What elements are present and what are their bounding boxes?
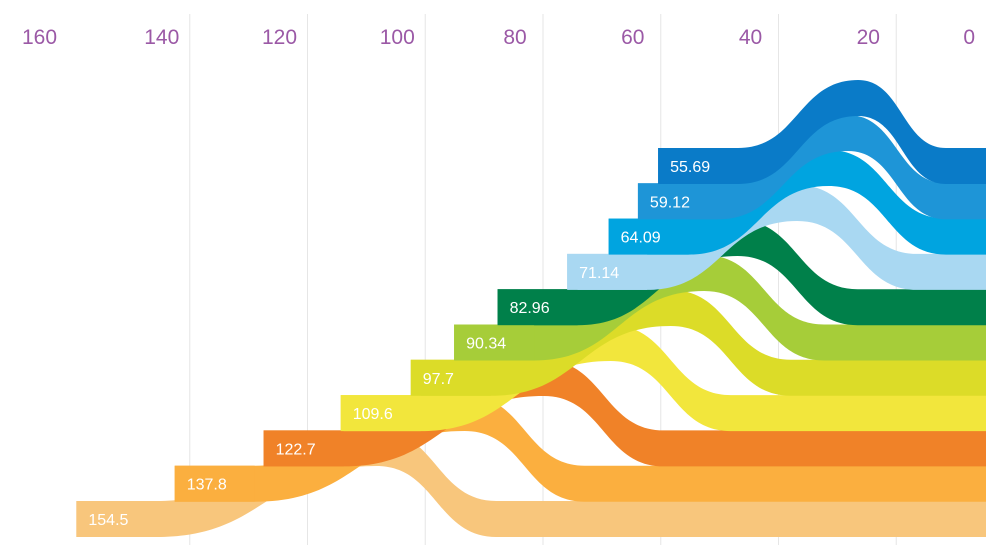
value-label-box (410, 359, 491, 396)
series-band (340, 325, 987, 432)
x-tick-label: 140 (144, 26, 179, 49)
x-axis-ticks: 160 140 120 100 80 60 40 20 0 (22, 26, 975, 49)
value-label: 122.7 (276, 441, 316, 458)
value-label: 59.12 (650, 194, 690, 211)
value-label: 82.96 (510, 300, 550, 317)
value-label: 64.09 (621, 230, 661, 247)
series-band (637, 115, 986, 220)
value-label: 90.34 (466, 336, 506, 353)
x-tick-label: 80 (503, 26, 526, 49)
value-label: 55.69 (670, 159, 710, 176)
value-label-box (76, 501, 157, 537)
series-band (608, 150, 986, 255)
series-band (658, 80, 986, 184)
value-labels: 154.5 137.8 122.7 109.6 97.7 90.34 82.96 71.14 6… (76, 148, 739, 537)
x-tick-label: 120 (262, 26, 297, 49)
x-tick-label: 160 (22, 26, 57, 49)
x-tick-label: 40 (739, 26, 762, 49)
series-band (567, 185, 986, 290)
value-label-box (637, 183, 718, 220)
series-band (410, 290, 986, 396)
value-label: 97.7 (423, 371, 454, 388)
value-label-box (454, 324, 535, 361)
series-band (454, 255, 986, 361)
value-label-box (174, 465, 255, 502)
x-tick-label: 20 (857, 26, 880, 49)
value-label-box (608, 218, 689, 255)
value-label-box (658, 148, 739, 184)
value-label: 71.14 (579, 265, 619, 282)
value-label-box (340, 395, 421, 432)
value-label: 154.5 (88, 512, 128, 529)
series-band (497, 220, 986, 326)
value-label: 109.6 (353, 406, 393, 423)
x-tick-label: 60 (621, 26, 644, 49)
value-label-box (567, 253, 648, 290)
value-label: 137.8 (187, 477, 227, 494)
x-tick-label: 0 (963, 26, 975, 49)
x-tick-label: 100 (380, 26, 415, 49)
value-label-box (263, 430, 344, 467)
series-band (263, 360, 986, 467)
value-label-box (497, 289, 578, 326)
